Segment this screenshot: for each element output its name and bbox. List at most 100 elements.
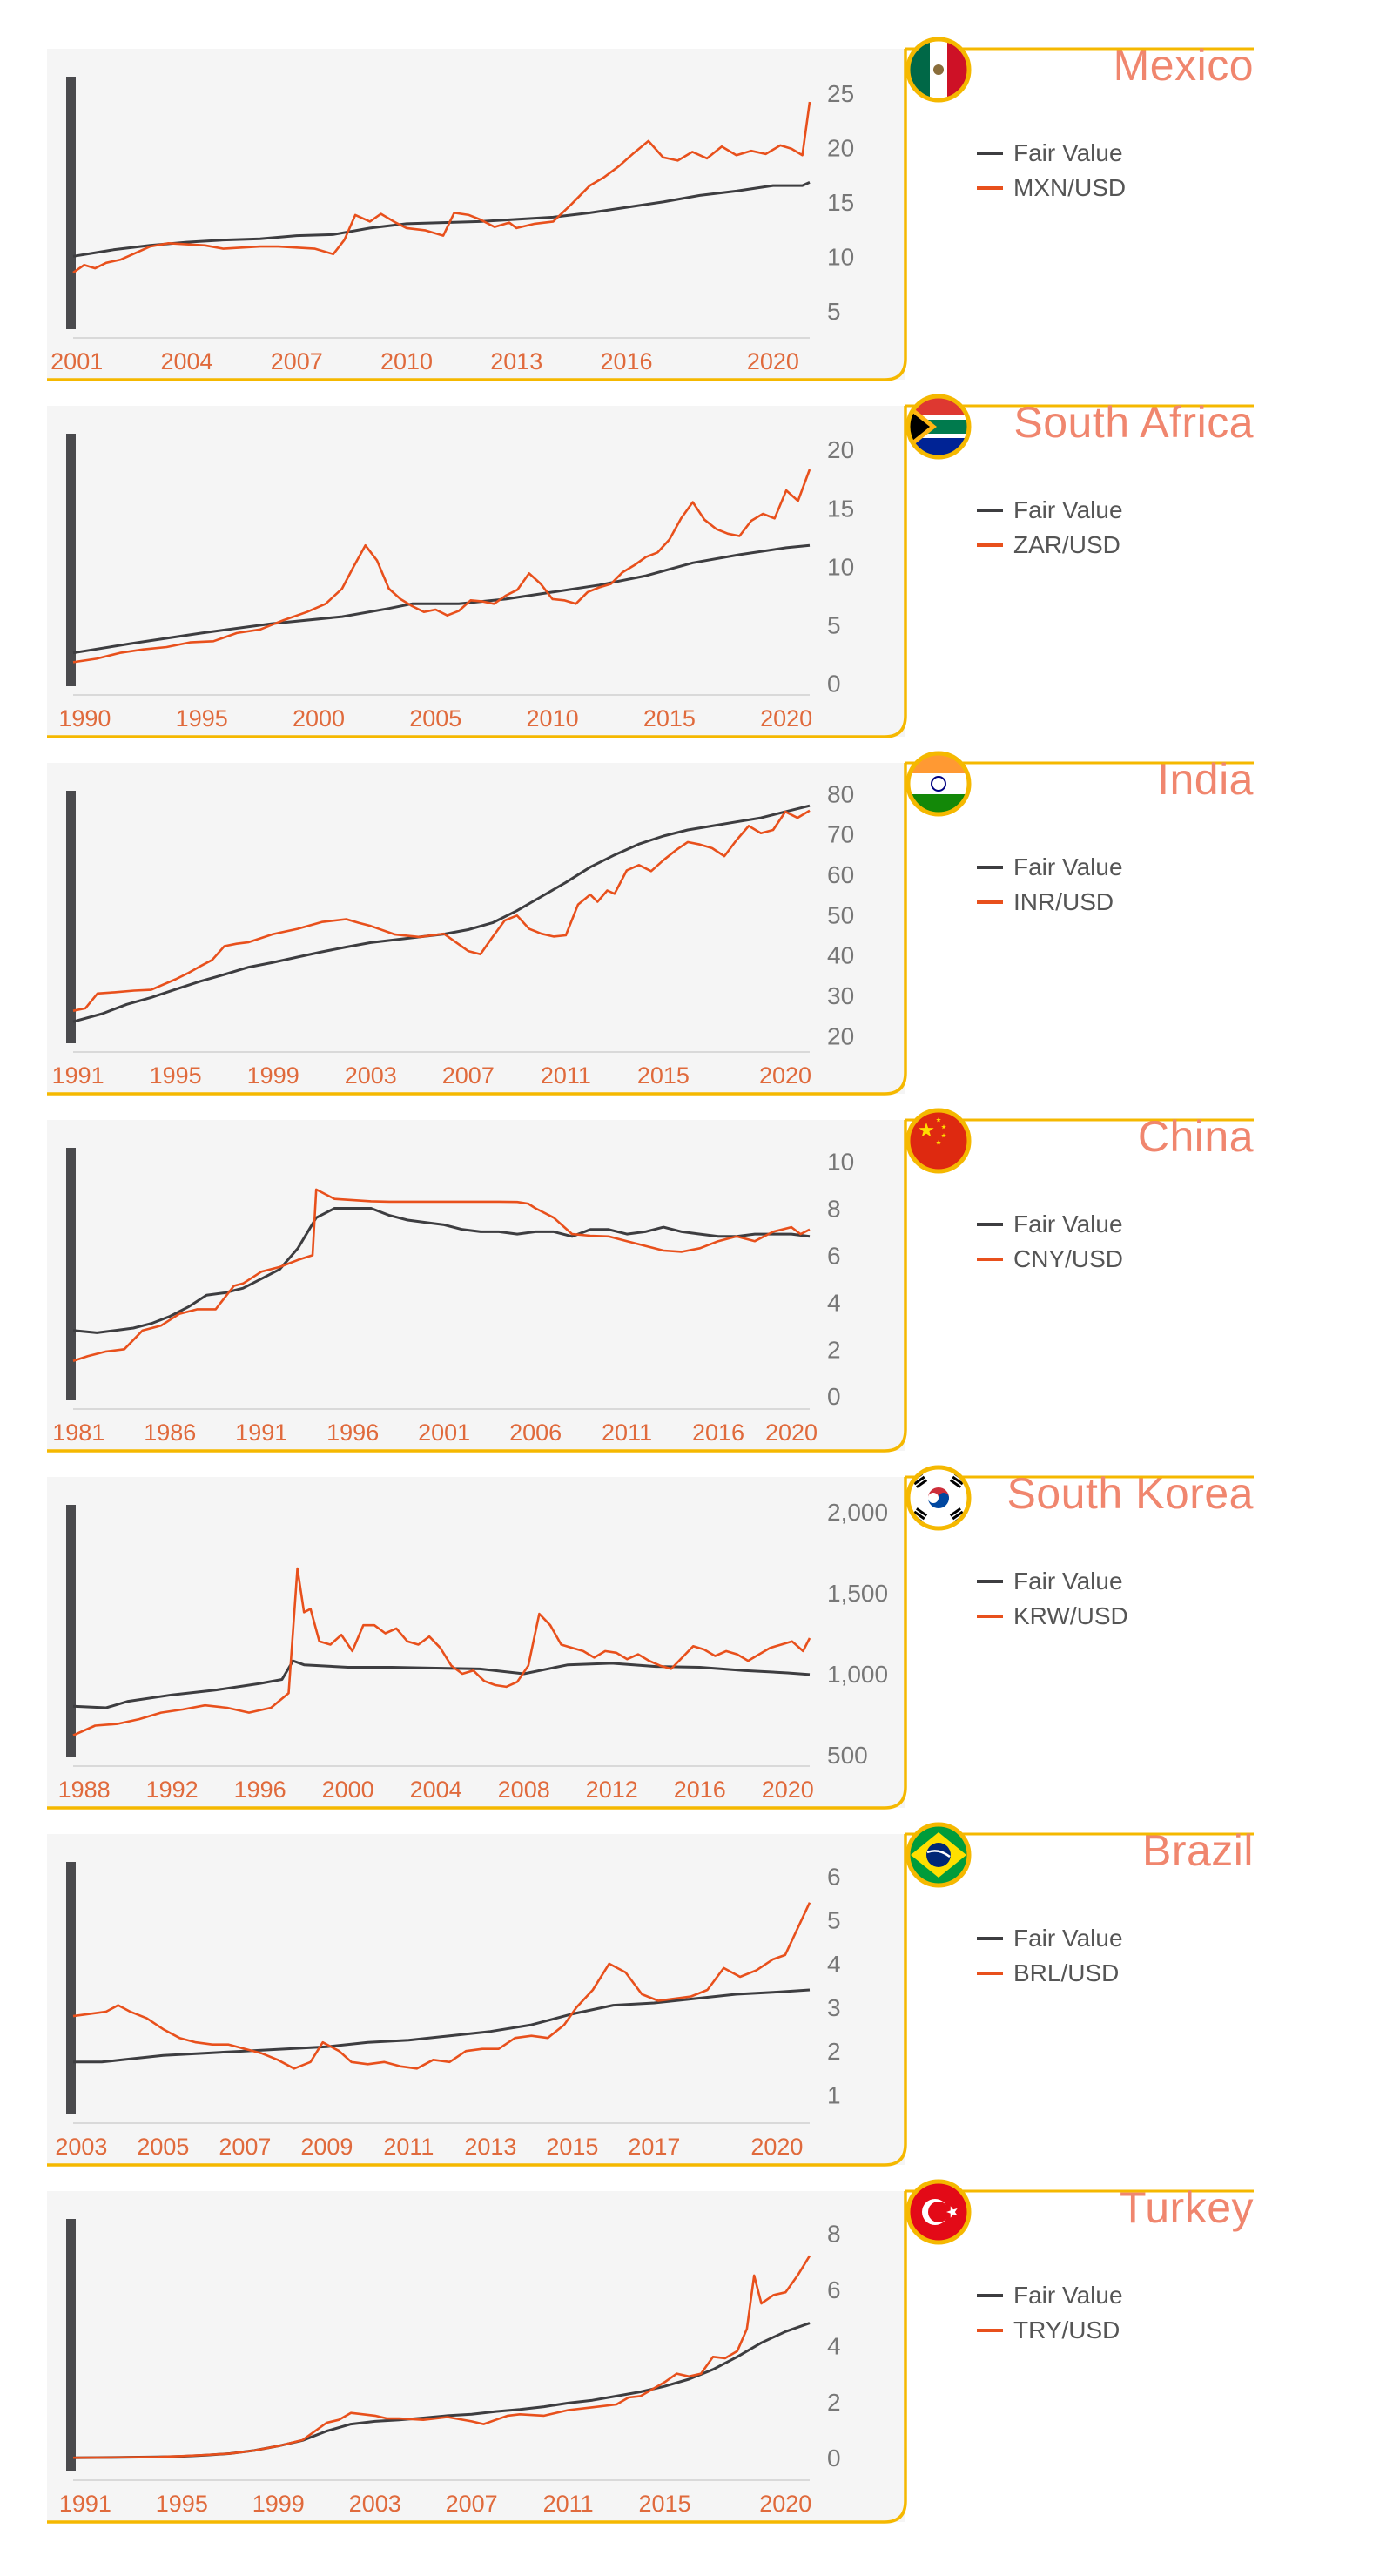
legend-label: Fair Value (1013, 1568, 1123, 1595)
y-tick-label: 0 (827, 671, 841, 698)
x-tick-label: 2016 (674, 1777, 726, 1803)
legend-swatch (977, 1580, 1003, 1583)
x-tick-label: 2010 (527, 705, 579, 732)
x-tick-label: 2015 (637, 1062, 690, 1089)
series-line-brl-usd (72, 1902, 811, 2070)
legend-label: ZAR/USD (1013, 531, 1120, 558)
y-tick-label: 3 (827, 1994, 841, 2021)
y-tick-label: 0 (827, 2445, 841, 2471)
y-tick-label: 1,000 (827, 1661, 888, 1688)
frame-border (47, 406, 907, 738)
y-tick-label: 2 (827, 2038, 841, 2065)
chart-title: Mexico (1113, 41, 1254, 90)
y-tick-label: 15 (827, 189, 854, 216)
legend-swatch (977, 866, 1003, 869)
flag (905, 1108, 972, 1174)
y-tick-label: 40 (827, 942, 854, 969)
legend-label: INR/USD (1013, 888, 1114, 915)
legend-swatch (977, 509, 1003, 512)
x-tick-label: 2007 (442, 1062, 495, 1089)
y-tick-label: 70 (827, 821, 854, 848)
x-tick-label: 2004 (410, 1777, 462, 1803)
y-tick-label: 6 (827, 2276, 841, 2303)
x-tick-label: 1996 (234, 1777, 286, 1803)
series-line-fair-value (73, 1988, 811, 2064)
south-africa-flag-icon (905, 394, 972, 460)
x-tick-label: 1995 (156, 2491, 208, 2517)
x-tick-label: 2012 (586, 1777, 638, 1803)
x-tick-label: 2017 (628, 2134, 680, 2160)
turkey-flag-icon (905, 2179, 972, 2245)
x-tick-label: 2005 (409, 705, 461, 732)
legend-swatch (977, 1972, 1003, 1975)
x-tick-label: 2020 (765, 1419, 818, 1446)
x-tick-label: 2007 (446, 2491, 498, 2517)
x-tick-label: 2008 (498, 1777, 550, 1803)
legend-item: Fair Value (977, 850, 1123, 885)
legend: Fair Value INR/USD (977, 850, 1123, 920)
x-tick-label: 2011 (541, 1062, 591, 1089)
y-tick-label: 8 (827, 2221, 841, 2248)
x-tick-label: 2000 (293, 705, 345, 732)
legend-label: Fair Value (1013, 1210, 1123, 1237)
x-tick-label: 2020 (759, 1062, 811, 1089)
left-axis-bar (66, 77, 76, 329)
plot-background (47, 1834, 905, 2165)
x-tick-label: 2010 (380, 348, 433, 374)
x-tick-label: 2009 (300, 2134, 353, 2160)
left-axis-bar (66, 1505, 76, 1757)
legend: Fair Value ZAR/USD (977, 493, 1123, 563)
y-tick-label: 4 (827, 1289, 841, 1316)
india-flag-icon (905, 751, 972, 817)
y-tick-label: 60 (827, 861, 854, 888)
chart-svg: 500 1,000 1,500 2,000 1988 1992 1996 2000 2004 20… (47, 1475, 1254, 1810)
frame-border (47, 2191, 907, 2524)
legend-item: INR/USD (977, 885, 1123, 920)
x-tick-label: 2000 (322, 1777, 374, 1803)
y-tick-label: 4 (827, 1951, 841, 1978)
legend-swatch (977, 543, 1003, 547)
chart-svg: 20 30 40 50 60 70 80 1991 1995 1999 2003 2007 2011 20… (47, 761, 1254, 1096)
y-tick-label: 1 (827, 2081, 841, 2108)
y-tick-label: 8 (827, 1195, 841, 1222)
x-tick-label: 2015 (639, 2491, 691, 2517)
y-tick-label: 10 (827, 553, 854, 580)
legend: Fair Value CNY/USD (977, 1207, 1123, 1277)
x-tick-label: 2003 (345, 1062, 397, 1089)
china-flag-icon (905, 1108, 972, 1174)
x-tick-label: 1988 (58, 1777, 111, 1803)
series-line-zar-usd (72, 469, 811, 664)
legend: Fair Value KRW/USD (977, 1564, 1128, 1634)
chart-panel-turkey: 0 2 4 6 8 1991 1995 1999 2003 2007 2011 2015 2020 Tur… (0, 2179, 1393, 2534)
y-tick-label: 10 (827, 243, 854, 270)
legend-label: BRL/USD (1013, 1959, 1120, 1986)
chart-svg: 0 2 4 6 8 1991 1995 1999 2003 2007 2011 2015 2020 (47, 2189, 1254, 2524)
chart-panel-south-korea: 500 1,000 1,500 2,000 1988 1992 1996 2000 2004 20… (0, 1465, 1393, 1820)
x-tick-label: 2020 (747, 348, 799, 374)
legend-label: Fair Value (1013, 139, 1123, 166)
legend-swatch (977, 2294, 1003, 2297)
chart-svg: 5 10 15 20 25 2001 2004 2007 2010 2013 2016 2020 (47, 47, 1254, 381)
legend-item: KRW/USD (977, 1599, 1128, 1634)
legend-swatch (977, 900, 1003, 904)
legend-swatch (977, 186, 1003, 190)
legend-swatch (977, 1258, 1003, 1261)
series-line-fair-value (72, 1659, 811, 1709)
chart-svg: 0 5 10 15 20 1990 1995 2000 2005 2010 2015 2020 (47, 404, 1254, 738)
legend-item: CNY/USD (977, 1242, 1123, 1277)
x-tick-label: 1991 (235, 1419, 287, 1446)
legend-item: Fair Value (977, 1564, 1128, 1599)
x-tick-label: 2013 (490, 348, 542, 374)
y-tick-label: 1,500 (827, 1580, 888, 1607)
x-tick-label: 2020 (762, 1777, 814, 1803)
left-axis-bar (66, 791, 76, 1043)
x-tick-label: 2020 (759, 2491, 811, 2517)
x-tick-label: 2013 (464, 2134, 516, 2160)
y-tick-label: 20 (827, 436, 854, 463)
y-tick-label: 30 (827, 982, 854, 1009)
x-tick-label: 2003 (55, 2134, 107, 2160)
flag (905, 2179, 972, 2245)
legend-label: Fair Value (1013, 1925, 1123, 1952)
x-tick-label: 2003 (349, 2491, 401, 2517)
x-tick-label: 1992 (146, 1777, 199, 1803)
